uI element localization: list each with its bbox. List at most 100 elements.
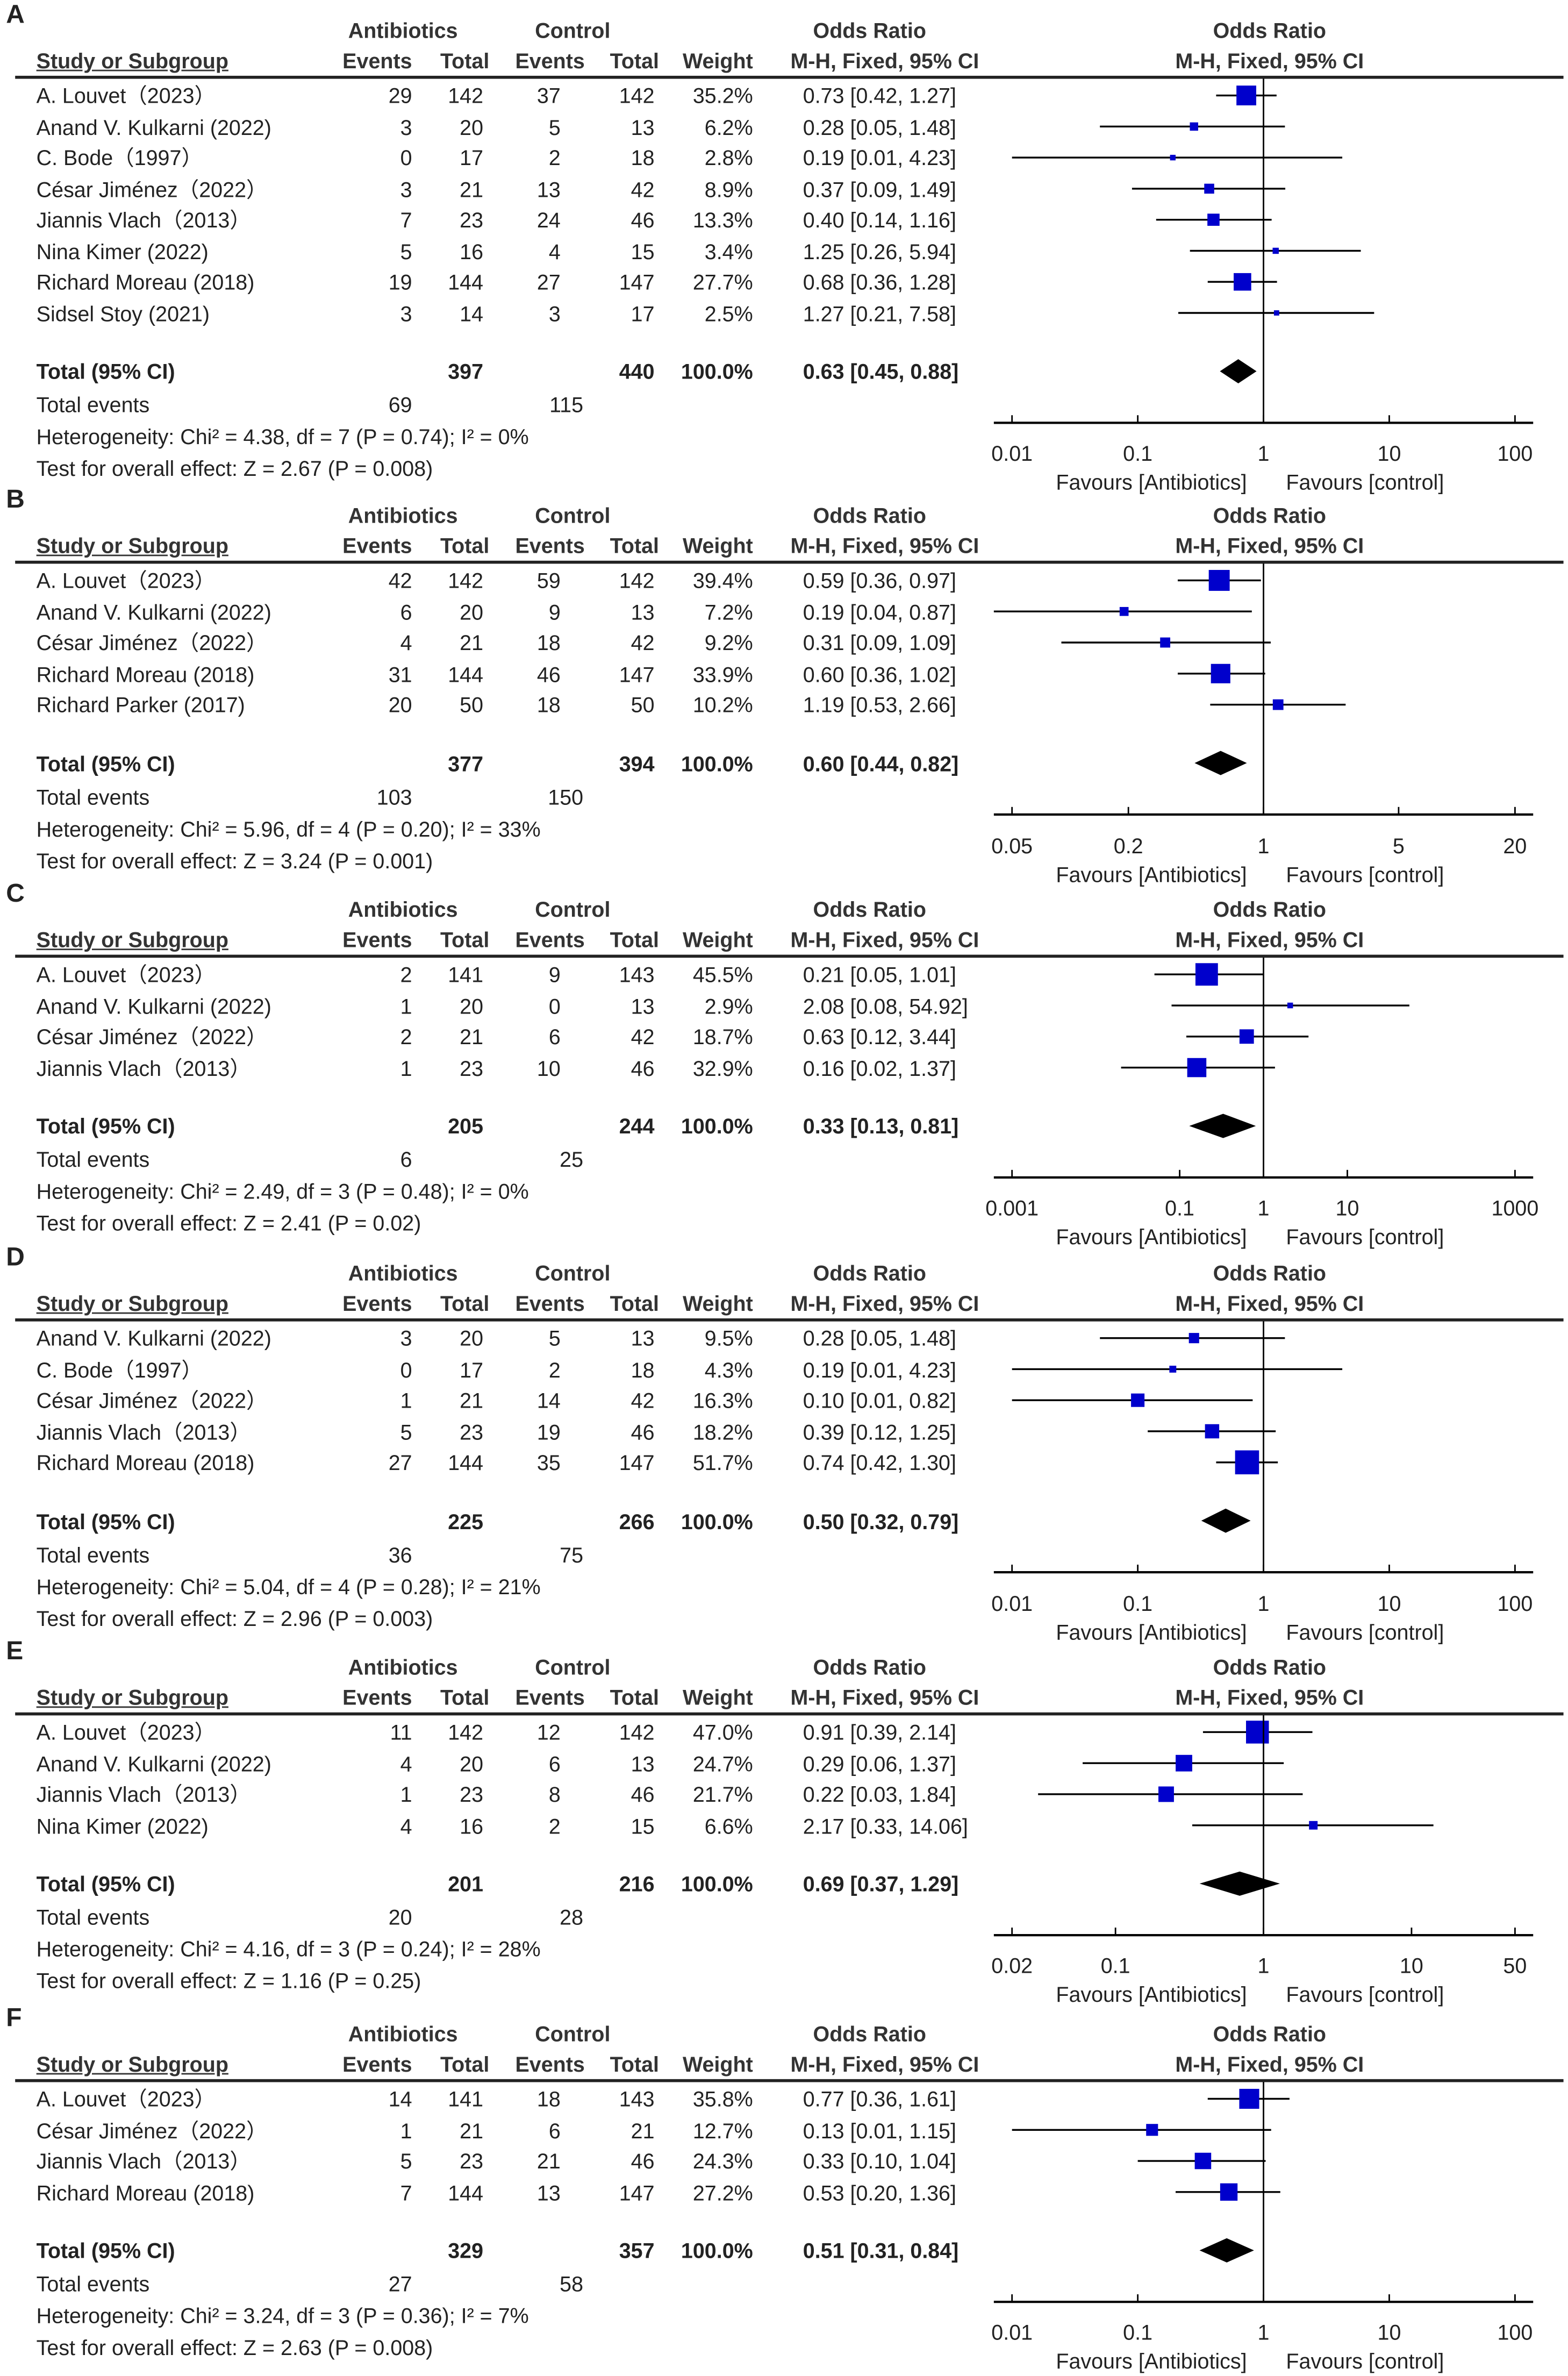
summary-diamond [1199, 1871, 1280, 1896]
study-square [1239, 1029, 1254, 1044]
study-name: Jiannis Vlach（2013） [36, 1419, 251, 1444]
control-total: 46 [631, 208, 655, 232]
total-antibiotics: 205 [448, 1114, 484, 1138]
control-total: 15 [631, 238, 655, 263]
study-weight: 45.5% [692, 962, 753, 987]
study-or-ci: 1.19 [0.53, 2.66] [803, 693, 956, 717]
plot-or-header: Odds Ratio [1213, 1260, 1327, 1286]
antibiotics-events: 29 [388, 83, 412, 108]
x-tick-label: 10 [1377, 2320, 1401, 2345]
total-antibiotics: 397 [448, 359, 484, 384]
events-header: Events [515, 48, 585, 73]
study-square [1119, 607, 1129, 616]
control-total: 42 [631, 1024, 655, 1049]
total-events-antibiotics: 103 [376, 784, 412, 809]
x-tick-label: 1 [1257, 1590, 1270, 1615]
control-total: 13 [631, 1326, 655, 1351]
study-square [1194, 2152, 1212, 2170]
total-control: 266 [619, 1508, 655, 1533]
or-header: Odds Ratio [813, 1260, 926, 1286]
control-events: 0 [548, 993, 561, 1018]
control-total: 143 [619, 2086, 655, 2111]
antibiotics-total: 141 [448, 2086, 484, 2111]
x-tick-label: 10 [1377, 1590, 1401, 1615]
control-total: 13 [631, 114, 655, 139]
or-header: Odds Ratio [813, 1654, 926, 1679]
antibiotics-total: 21 [460, 1024, 484, 1049]
study-header: Study or Subgroup [36, 1291, 228, 1316]
study-or-ci: 2.17 [0.33, 14.06] [803, 1813, 968, 1838]
x-tick-label: 100 [1497, 2320, 1533, 2345]
antibiotics-total: 144 [448, 2180, 484, 2204]
control-events: 2 [548, 145, 561, 170]
control-events: 14 [536, 1388, 561, 1412]
control-total: 142 [619, 83, 655, 108]
panel-label: E [6, 1636, 24, 1666]
antibiotics-total: 20 [460, 114, 484, 139]
antibiotics-total: 142 [448, 1719, 484, 1744]
study-square [1272, 699, 1284, 710]
control-events: 4 [548, 238, 561, 263]
study-name: C. Bode（1997） [36, 145, 203, 170]
study-name: Richard Parker (2017) [36, 693, 245, 717]
weight-header: Weight [682, 1685, 753, 1710]
control-events: 19 [536, 1419, 561, 1444]
study-or-ci: 0.10 [0.01, 0.82] [803, 1388, 956, 1412]
study-square [1169, 1365, 1177, 1373]
total-events-label: Total events [36, 1542, 150, 1566]
total-or-ci: 0.60 [0.44, 0.82] [803, 751, 959, 775]
summary-diamond [1189, 1114, 1256, 1138]
study-name: César Jiménez（2022） [36, 2117, 268, 2142]
study-name: Jiannis Vlach（2013） [36, 1055, 251, 1080]
study-or-ci: 0.28 [0.05, 1.48] [803, 114, 956, 139]
favours-antibiotics-label: Favours [Antibiotics] [1056, 861, 1247, 886]
control-total: 17 [631, 301, 655, 325]
study-header: Study or Subgroup [36, 927, 228, 952]
control-total: 46 [631, 1782, 655, 1807]
study-square [1246, 1721, 1269, 1744]
group1-header: Antibiotics [348, 503, 458, 527]
control-total: 50 [631, 693, 655, 717]
antibiotics-events: 3 [400, 1326, 412, 1351]
study-weight: 18.7% [692, 1024, 753, 1049]
study-name: A. Louvet（2023） [36, 1719, 216, 1744]
x-tick-label: 1 [1257, 441, 1270, 466]
control-total: 147 [619, 269, 655, 294]
control-total: 143 [619, 962, 655, 987]
total-or-ci: 0.50 [0.32, 0.79] [803, 1508, 959, 1533]
overall-effect-text: Test for overall effect: Z = 3.24 (P = 0… [36, 847, 433, 872]
total-events-control: 150 [548, 784, 584, 809]
study-square [1188, 1333, 1199, 1344]
x-tick-label: 0.1 [1123, 2320, 1153, 2345]
antibiotics-total: 14 [460, 301, 484, 325]
method-header: M-H, Fixed, 95% CI [790, 1291, 979, 1316]
header-divider [15, 560, 1564, 564]
antibiotics-events: 7 [400, 208, 412, 232]
study-name: Anand V. Kulkarni (2022) [36, 599, 271, 624]
study-or-ci: 0.73 [0.42, 1.27] [803, 83, 956, 108]
panel-label: B [6, 484, 25, 514]
antibiotics-events: 0 [400, 1357, 412, 1381]
heterogeneity-text: Heterogeneity: Chi² = 5.96, df = 4 (P = … [36, 816, 541, 840]
events-header: Events [342, 48, 412, 73]
study-weight: 39.4% [692, 568, 753, 593]
heterogeneity-text: Heterogeneity: Chi² = 3.24, df = 3 (P = … [36, 2303, 529, 2328]
antibiotics-total: 23 [460, 2149, 484, 2173]
study-square [1158, 1786, 1174, 1802]
group1-header: Antibiotics [348, 18, 458, 42]
antibiotics-events: 7 [400, 2180, 412, 2204]
plot-or-header: Odds Ratio [1213, 18, 1327, 42]
total-header: Total [610, 1291, 660, 1316]
favours-antibiotics-label: Favours [Antibiotics] [1056, 1619, 1247, 1644]
study-header: Study or Subgroup [36, 533, 228, 558]
total-label: Total (95% CI) [36, 359, 175, 384]
study-name: A. Louvet（2023） [36, 2086, 216, 2111]
group2-header: Control [535, 897, 611, 922]
study-or-ci: 0.37 [0.09, 1.49] [803, 176, 956, 201]
events-header: Events [515, 1291, 585, 1316]
study-weight: 7.2% [704, 599, 753, 624]
plot-method-header: M-H, Fixed, 95% CI [1175, 48, 1364, 73]
total-label: Total (95% CI) [36, 751, 175, 775]
antibiotics-total: 20 [460, 993, 484, 1018]
